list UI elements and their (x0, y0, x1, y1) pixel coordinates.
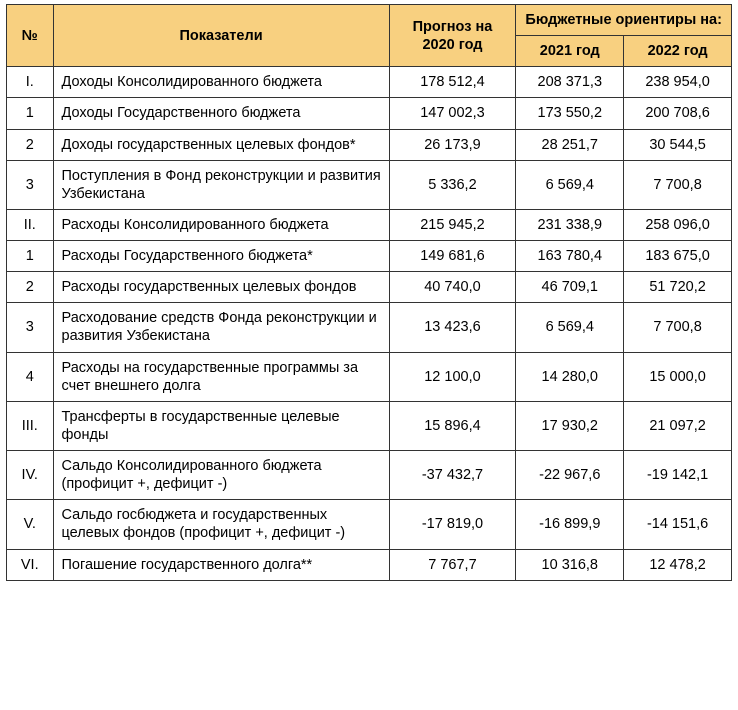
row-number: 3 (7, 303, 54, 352)
table-row: I.Доходы Консолидированного бюджета178 5… (7, 67, 732, 98)
row-number: II. (7, 209, 54, 240)
col-header-forecast: Прогноз на 2020 год (389, 5, 516, 67)
row-indicator-name: Доходы государственных целевых фондов* (53, 129, 389, 160)
row-value-2022: -19 142,1 (624, 451, 732, 500)
row-value-2021: 173 550,2 (516, 98, 624, 129)
row-number: I. (7, 67, 54, 98)
row-value-2021: 163 780,4 (516, 241, 624, 272)
row-value-2020: 147 002,3 (389, 98, 516, 129)
row-indicator-name: Расходы Консолидированного бюджета (53, 209, 389, 240)
row-indicator-name: Трансферты в государственные целевые фон… (53, 401, 389, 450)
row-value-2020: 13 423,6 (389, 303, 516, 352)
row-indicator-name: Сальдо Консолидированного бюджета (профи… (53, 451, 389, 500)
row-value-2022: 7 700,8 (624, 160, 732, 209)
row-indicator-name: Расходы государственных целевых фондов (53, 272, 389, 303)
col-header-targets-group: Бюджетные ориентиры на: (516, 5, 732, 36)
table-row: 2Расходы государственных целевых фондов4… (7, 272, 732, 303)
row-value-2021: 28 251,7 (516, 129, 624, 160)
row-number: 1 (7, 241, 54, 272)
row-value-2021: 14 280,0 (516, 352, 624, 401)
row-value-2021: 231 338,9 (516, 209, 624, 240)
col-header-num: № (7, 5, 54, 67)
row-value-2022: 7 700,8 (624, 303, 732, 352)
col-header-2021: 2021 год (516, 36, 624, 67)
row-number: V. (7, 500, 54, 549)
row-value-2022: 200 708,6 (624, 98, 732, 129)
table-row: III.Трансферты в государственные целевые… (7, 401, 732, 450)
row-number: 1 (7, 98, 54, 129)
row-value-2020: -37 432,7 (389, 451, 516, 500)
row-number: 2 (7, 129, 54, 160)
table-row: V.Сальдо госбюджета и государственных це… (7, 500, 732, 549)
row-value-2022: 12 478,2 (624, 549, 732, 580)
row-value-2021: 17 930,2 (516, 401, 624, 450)
row-value-2020: 215 945,2 (389, 209, 516, 240)
budget-table: № Показатели Прогноз на 2020 год Бюджетн… (6, 4, 732, 581)
row-value-2022: 183 675,0 (624, 241, 732, 272)
table-head: № Показатели Прогноз на 2020 год Бюджетн… (7, 5, 732, 67)
row-number: IV. (7, 451, 54, 500)
table-row: 2Доходы государственных целевых фондов*2… (7, 129, 732, 160)
row-value-2020: -17 819,0 (389, 500, 516, 549)
table-body: I.Доходы Консолидированного бюджета178 5… (7, 67, 732, 580)
table-row: 3Расходование средств Фонда реконструкци… (7, 303, 732, 352)
row-indicator-name: Поступления в Фонд реконструкции и разви… (53, 160, 389, 209)
row-value-2020: 178 512,4 (389, 67, 516, 98)
row-value-2020: 5 336,2 (389, 160, 516, 209)
row-value-2022: 238 954,0 (624, 67, 732, 98)
row-value-2021: 6 569,4 (516, 303, 624, 352)
row-value-2020: 7 767,7 (389, 549, 516, 580)
row-indicator-name: Расходование средств Фонда реконструкции… (53, 303, 389, 352)
row-indicator-name: Сальдо госбюджета и государственных целе… (53, 500, 389, 549)
row-value-2022: 30 544,5 (624, 129, 732, 160)
row-number: VI. (7, 549, 54, 580)
col-header-2022: 2022 год (624, 36, 732, 67)
row-value-2021: 10 316,8 (516, 549, 624, 580)
table-row: 4Расходы на государственные программы за… (7, 352, 732, 401)
row-value-2022: 15 000,0 (624, 352, 732, 401)
row-value-2020: 40 740,0 (389, 272, 516, 303)
row-value-2021: 6 569,4 (516, 160, 624, 209)
table-row: 1Расходы Государственного бюджета*149 68… (7, 241, 732, 272)
row-value-2020: 26 173,9 (389, 129, 516, 160)
row-value-2022: 51 720,2 (624, 272, 732, 303)
table-row: 1Доходы Государственного бюджета147 002,… (7, 98, 732, 129)
row-value-2022: -14 151,6 (624, 500, 732, 549)
row-number: III. (7, 401, 54, 450)
table-row: IV.Сальдо Консолидированного бюджета (пр… (7, 451, 732, 500)
row-indicator-name: Доходы Государственного бюджета (53, 98, 389, 129)
table-row: 3Поступления в Фонд реконструкции и разв… (7, 160, 732, 209)
table-row: VI.Погашение государственного долга**7 7… (7, 549, 732, 580)
col-header-name: Показатели (53, 5, 389, 67)
row-value-2021: -22 967,6 (516, 451, 624, 500)
row-indicator-name: Расходы Государственного бюджета* (53, 241, 389, 272)
row-value-2022: 258 096,0 (624, 209, 732, 240)
row-value-2021: 208 371,3 (516, 67, 624, 98)
row-number: 4 (7, 352, 54, 401)
row-value-2020: 15 896,4 (389, 401, 516, 450)
row-indicator-name: Погашение государственного долга** (53, 549, 389, 580)
row-value-2020: 149 681,6 (389, 241, 516, 272)
row-indicator-name: Расходы на государственные программы за … (53, 352, 389, 401)
budget-table-container: № Показатели Прогноз на 2020 год Бюджетн… (0, 0, 738, 585)
row-number: 3 (7, 160, 54, 209)
row-value-2021: 46 709,1 (516, 272, 624, 303)
table-row: II.Расходы Консолидированного бюджета215… (7, 209, 732, 240)
row-value-2022: 21 097,2 (624, 401, 732, 450)
row-indicator-name: Доходы Консолидированного бюджета (53, 67, 389, 98)
row-value-2021: -16 899,9 (516, 500, 624, 549)
row-number: 2 (7, 272, 54, 303)
row-value-2020: 12 100,0 (389, 352, 516, 401)
